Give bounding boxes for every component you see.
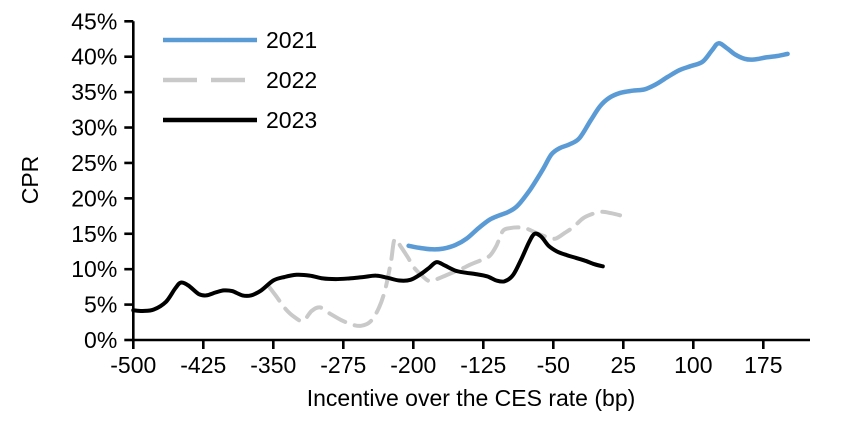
x-tick-label: -500 <box>110 352 156 378</box>
axis-ticks: 0% 5% 10% 15% 20% 25% 30% 35% 40% 45% -500 -425 -350… <box>71 8 782 378</box>
series-line-2023 <box>131 231 605 314</box>
x-tick-label: -50 <box>537 352 570 378</box>
x-axis-title: Incentive over the CES rate (bp) <box>307 385 636 411</box>
legend-label-2021: 2021 <box>266 27 317 53</box>
series-line-2022 <box>266 209 623 328</box>
x-tick-label: 100 <box>674 352 712 378</box>
y-tick-label: 0% <box>84 327 117 353</box>
y-tick-label: 5% <box>84 292 117 318</box>
series-lines <box>131 41 790 328</box>
y-tick-label: 40% <box>71 44 117 70</box>
y-axis-title: CPR <box>17 156 43 205</box>
y-tick-label: 10% <box>71 256 117 282</box>
y-tick-label: 45% <box>71 8 117 34</box>
axes <box>132 21 810 342</box>
x-tick-label: 175 <box>744 352 782 378</box>
legend-label-2023: 2023 <box>266 107 317 133</box>
legend-item-2022: 2022 <box>163 67 317 93</box>
y-tick-label: 25% <box>71 150 117 176</box>
y-tick-label: 20% <box>71 185 117 211</box>
legend-item-2023: 2023 <box>163 107 317 133</box>
x-tick-label: -425 <box>180 352 226 378</box>
y-tick-label: 30% <box>71 115 117 141</box>
x-tick-label: 25 <box>611 352 637 378</box>
x-tick-label: -350 <box>250 352 296 378</box>
legend-label-2022: 2022 <box>266 67 317 93</box>
legend-item-2021: 2021 <box>163 27 317 53</box>
legend: 2021 2022 2023 <box>163 27 317 133</box>
x-tick-label: -275 <box>320 352 366 378</box>
x-tick-label: -200 <box>390 352 436 378</box>
series-line-2021 <box>406 41 790 252</box>
y-tick-label: 35% <box>71 79 117 105</box>
y-tick-label: 15% <box>71 221 117 247</box>
x-tick-label: -125 <box>460 352 506 378</box>
